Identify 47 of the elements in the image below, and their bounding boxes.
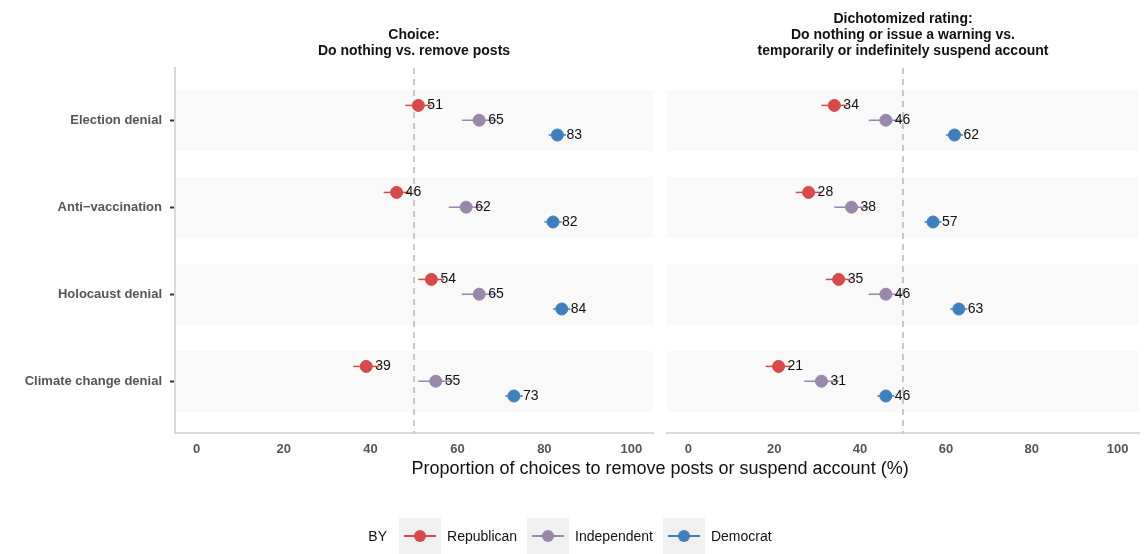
data-label: 82 — [562, 212, 578, 229]
data-label: 62 — [963, 125, 980, 142]
x-tick-label: 0 — [684, 440, 693, 456]
x-tick-label: 100 — [1106, 440, 1129, 456]
x-tick-label: 100 — [620, 440, 643, 456]
legend-label: Independent — [575, 528, 653, 544]
data-label: 31 — [830, 372, 847, 389]
x-tick-label: 60 — [938, 440, 954, 456]
x-tick-label: 40 — [852, 440, 868, 456]
y-tick-label: Election denial — [70, 111, 162, 127]
x-tick-label: 20 — [767, 440, 782, 456]
data-label: 46 — [894, 111, 911, 128]
x-tick-label: 20 — [276, 440, 291, 456]
x-axis-title: Proportion of choices to remove posts or suspend account (%) — [410, 458, 910, 479]
data-label: 51 — [427, 96, 444, 113]
data-label: 46 — [894, 285, 911, 302]
data-label: 57 — [942, 212, 958, 229]
data-label: 83 — [566, 125, 583, 142]
data-label: 28 — [817, 183, 834, 200]
x-tick-label: 60 — [450, 440, 465, 456]
legend-title: BY — [368, 528, 388, 544]
x-tick-label: 0 — [193, 440, 201, 456]
data-label: 46 — [405, 183, 422, 200]
data-label: 62 — [475, 198, 491, 215]
data-label: 73 — [522, 386, 539, 403]
x-tick-label: 80 — [537, 440, 552, 456]
data-label: 84 — [570, 299, 587, 316]
data-label: 55 — [444, 372, 461, 389]
data-label: 34 — [843, 96, 860, 113]
chart-title: Dichotomized rating: Do nothing or issue a warning vs. temporarily or indefinitely suspend account — [757, 10, 1049, 58]
y-tick-label: Anti−vaccination — [57, 198, 163, 214]
y-tick-label: Climate change denial — [24, 372, 162, 388]
legend-label: Republican — [447, 528, 518, 544]
data-label: 46 — [894, 386, 911, 403]
data-label: 21 — [787, 357, 804, 374]
data-label: 39 — [375, 357, 391, 374]
data-label: 54 — [440, 270, 457, 287]
data-label: 38 — [860, 198, 877, 215]
data-label: 65 — [488, 285, 504, 302]
data-label: 63 — [967, 299, 984, 316]
legend-label: Democrat — [710, 528, 772, 544]
data-label: 65 — [488, 111, 504, 128]
x-tick-label: 40 — [363, 440, 378, 456]
y-tick-label: Holocaust denial — [57, 285, 162, 301]
x-tick-label: 80 — [1024, 440, 1039, 456]
chart-title: Choice: Do nothing vs. remove posts — [317, 26, 511, 58]
data-label: 35 — [847, 270, 864, 287]
